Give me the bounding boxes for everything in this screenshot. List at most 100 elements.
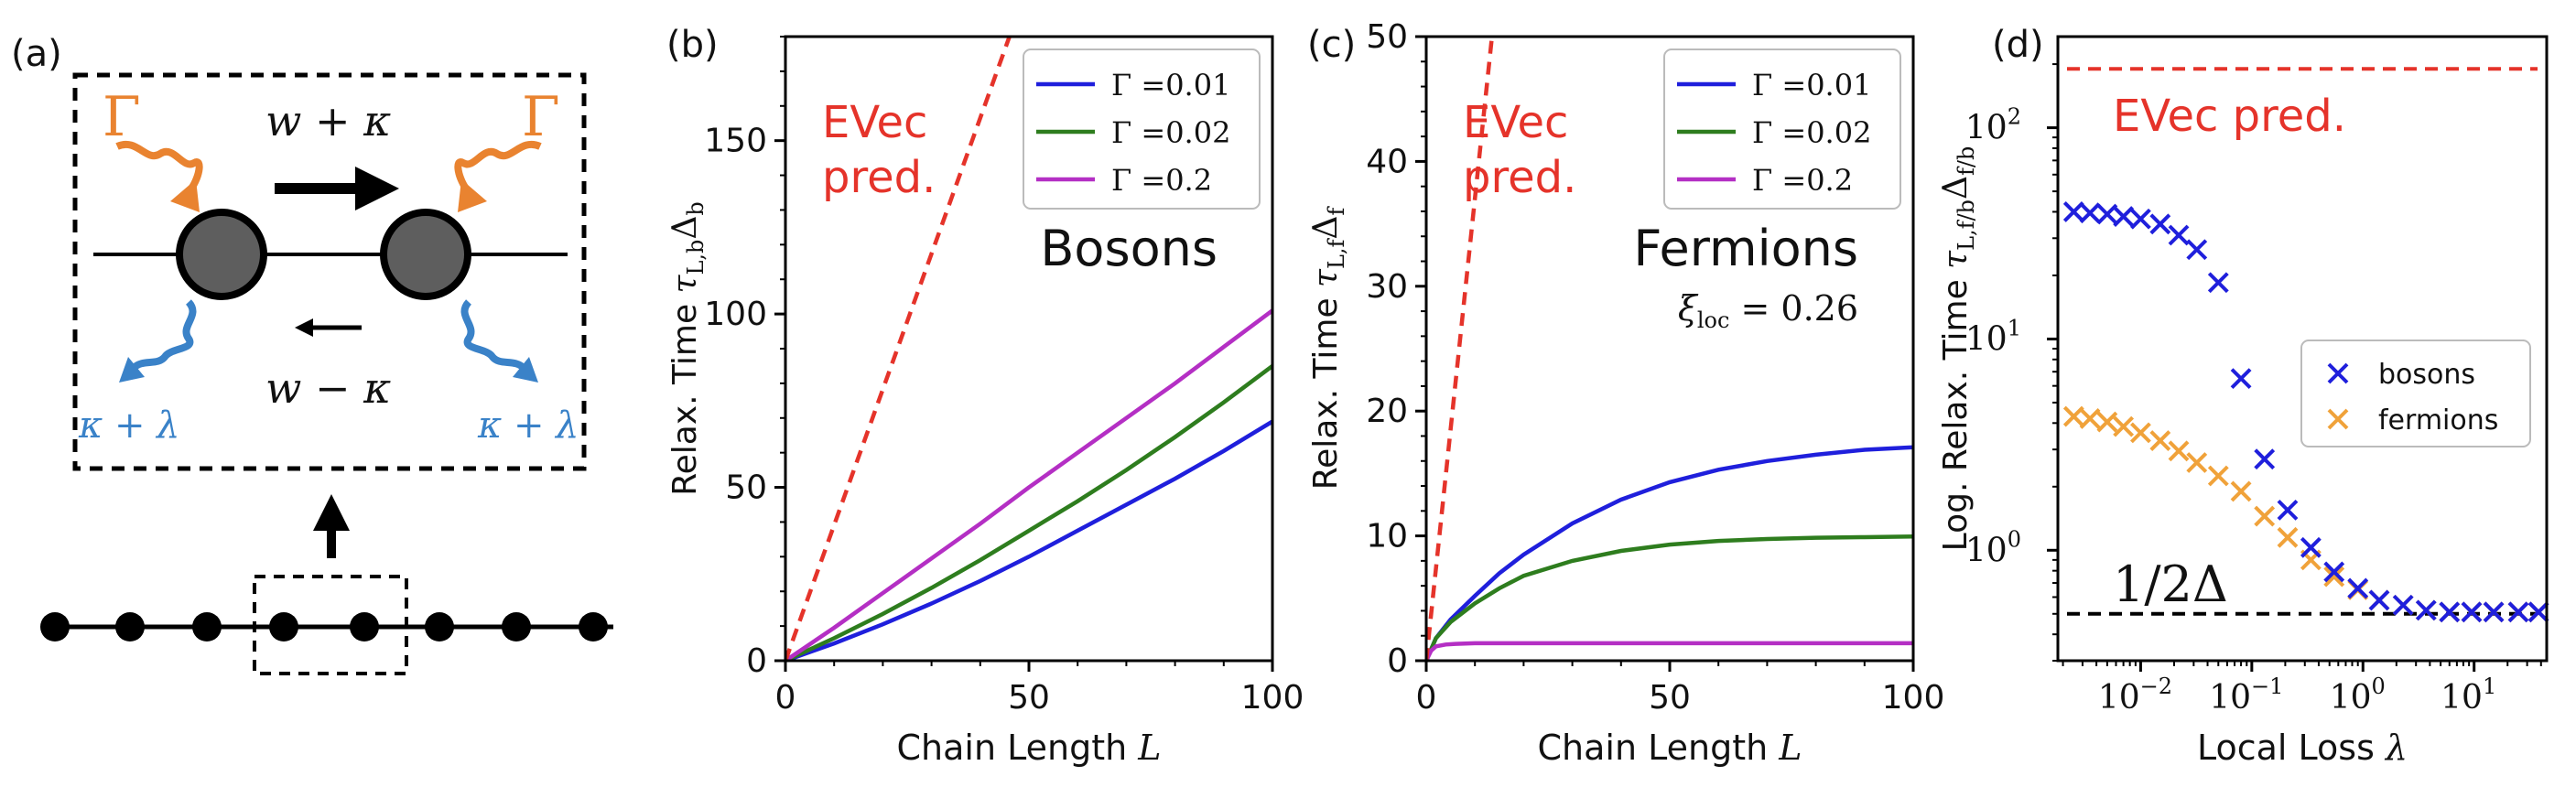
marker-bosons-stroke bbox=[2461, 601, 2483, 623]
tick-base: 10 bbox=[2441, 679, 2483, 717]
x-axis-label: Chain Length L bbox=[1537, 728, 1802, 768]
tick-base: 10 bbox=[1965, 320, 2008, 358]
chain-site bbox=[425, 612, 454, 641]
y-tick-label: 100 bbox=[1965, 526, 2021, 569]
loss-wiggle-right bbox=[460, 299, 526, 372]
marker-fermions-stroke bbox=[2186, 452, 2208, 473]
marker-bosons-stroke bbox=[2392, 594, 2414, 616]
marker-fermions bbox=[2207, 465, 2229, 487]
panel-label: (d) bbox=[1992, 24, 2044, 66]
y-tick-label: 10 bbox=[1366, 518, 1408, 555]
y-tick-label: 40 bbox=[1366, 143, 1408, 180]
x-tick-label: 10−2 bbox=[2098, 674, 2172, 717]
tick-exponent: 2 bbox=[2008, 104, 2021, 130]
loss-right-label: κ + λ bbox=[477, 404, 579, 447]
tick-base: 10 bbox=[1965, 110, 2008, 147]
tick-base: 10 bbox=[1965, 532, 2008, 569]
marker-bosons bbox=[2062, 201, 2084, 222]
series-line-purple bbox=[785, 308, 1272, 661]
y-label-delta: Δ bbox=[1937, 176, 1975, 199]
y-label-sub: L,b bbox=[683, 240, 709, 275]
marker-bosons-stroke bbox=[2527, 601, 2549, 623]
marker-bosons-stroke bbox=[2079, 202, 2101, 224]
y-axis-label: Log. Relax. Time τL,f/bΔf/b bbox=[1937, 146, 1979, 552]
marker-bosons bbox=[2323, 561, 2345, 583]
chain-site bbox=[350, 612, 379, 641]
marker-bosons bbox=[2079, 202, 2101, 224]
y-tick-label: 0 bbox=[746, 642, 767, 680]
y-label-text: Relax. Time bbox=[1307, 287, 1345, 490]
evec-label: EVec pred. bbox=[2113, 91, 2346, 142]
x-tick-label: 101 bbox=[2441, 674, 2496, 717]
chain-site bbox=[40, 612, 70, 641]
marker-bosons-stroke bbox=[2483, 601, 2505, 623]
marker-bosons bbox=[2230, 368, 2252, 390]
marker-bosons-stroke bbox=[2277, 499, 2299, 521]
marker-fermions-stroke bbox=[2230, 480, 2252, 502]
annotation-localization: ξloc = 0.26 bbox=[1678, 288, 1858, 333]
marker-bosons-stroke bbox=[2439, 601, 2461, 623]
tick-exponent: −2 bbox=[2140, 674, 2172, 699]
panel-label: (c) bbox=[1307, 24, 1356, 66]
marker-fermions bbox=[2062, 405, 2084, 427]
x-axis-label: Chain Length L bbox=[896, 728, 1161, 768]
panel-b-bosons-chart: (b) 0 50 100 0 50 100 150 Chain Length L Relax. T… bbox=[666, 24, 1304, 768]
chain-site bbox=[115, 612, 145, 641]
gain-wiggle-left bbox=[115, 140, 203, 195]
marker-fermions bbox=[2149, 430, 2171, 452]
marker-bosons bbox=[2207, 272, 2229, 294]
legend-box bbox=[1663, 49, 1901, 210]
marker-fermions-stroke bbox=[2323, 566, 2345, 588]
x-tick-label: 100 bbox=[1241, 679, 1304, 717]
legend-swatch bbox=[2327, 408, 2349, 430]
xi-symbol: ξ bbox=[1678, 288, 1699, 329]
panel-c-fermions-chart: (c) 0 50 100 0 10 20 30 40 50 Chain Length L Relax.… bbox=[1307, 18, 1944, 768]
y-label-text: Relax. Time bbox=[666, 293, 704, 495]
marker-bosons bbox=[2483, 601, 2505, 623]
gain-wiggle-right bbox=[454, 140, 542, 195]
marker-bosons-stroke bbox=[2207, 272, 2229, 294]
marker-bosons-stroke bbox=[2300, 536, 2322, 558]
tick-exponent: 0 bbox=[2372, 674, 2386, 699]
annotation: Bosons bbox=[1040, 220, 1218, 277]
legend-entry: Γ =0.02 bbox=[1111, 115, 1230, 150]
y-axis-label: Relax. Time τL,bΔb bbox=[666, 201, 709, 496]
marker-fermions bbox=[2113, 415, 2135, 437]
legend: Γ =0.01 Γ =0.02 Γ =0.2 bbox=[1023, 49, 1261, 210]
legend-entry: Γ =0.02 bbox=[1752, 115, 1871, 150]
marker-bosons-stroke bbox=[2096, 203, 2118, 225]
hop-right-label: w + κ bbox=[265, 96, 391, 146]
legend-swatch bbox=[2327, 362, 2349, 384]
y-label-symbol: τ bbox=[666, 274, 704, 293]
evec-label: pred. bbox=[822, 152, 936, 203]
marker-bosons bbox=[2461, 601, 2483, 623]
legend-swatch-stroke bbox=[2327, 362, 2349, 384]
marker-bosons-stroke bbox=[2168, 224, 2190, 246]
marker-bosons bbox=[2130, 208, 2151, 230]
marker-fermions bbox=[2254, 505, 2276, 527]
marker-bosons-stroke bbox=[2368, 589, 2390, 611]
marker-fermions-stroke bbox=[2079, 407, 2101, 429]
evec-label: EVec bbox=[822, 97, 927, 148]
marker-bosons bbox=[2439, 601, 2461, 623]
series-line-blue bbox=[785, 419, 1272, 661]
legend-entry: fermions bbox=[2378, 404, 2498, 437]
tick-exponent: 1 bbox=[2483, 674, 2496, 699]
marker-fermions-stroke bbox=[2062, 405, 2084, 427]
series-line-green bbox=[1426, 534, 1913, 661]
chain-site bbox=[269, 612, 298, 641]
y-label-sub: L,f bbox=[1324, 237, 1349, 269]
marker-bosons-stroke bbox=[2254, 448, 2276, 470]
site-right bbox=[380, 209, 471, 300]
panel-a-schematic: (a) w + κ w − κ Γ Γ κ + λ κ + λ bbox=[11, 33, 613, 675]
marker-fermions-stroke bbox=[2130, 422, 2151, 444]
xi-value: = 0.26 bbox=[1729, 288, 1858, 329]
marker-bosons-stroke bbox=[2130, 208, 2151, 230]
marker-bosons bbox=[2392, 594, 2414, 616]
site-left bbox=[176, 209, 267, 300]
y-label-sub: L,f/b bbox=[1954, 199, 1979, 251]
marker-bosons-stroke bbox=[2186, 239, 2208, 261]
marker-bosons bbox=[2113, 206, 2135, 228]
legend-entry: Γ =0.2 bbox=[1752, 163, 1853, 198]
marker-bosons bbox=[2149, 213, 2171, 235]
